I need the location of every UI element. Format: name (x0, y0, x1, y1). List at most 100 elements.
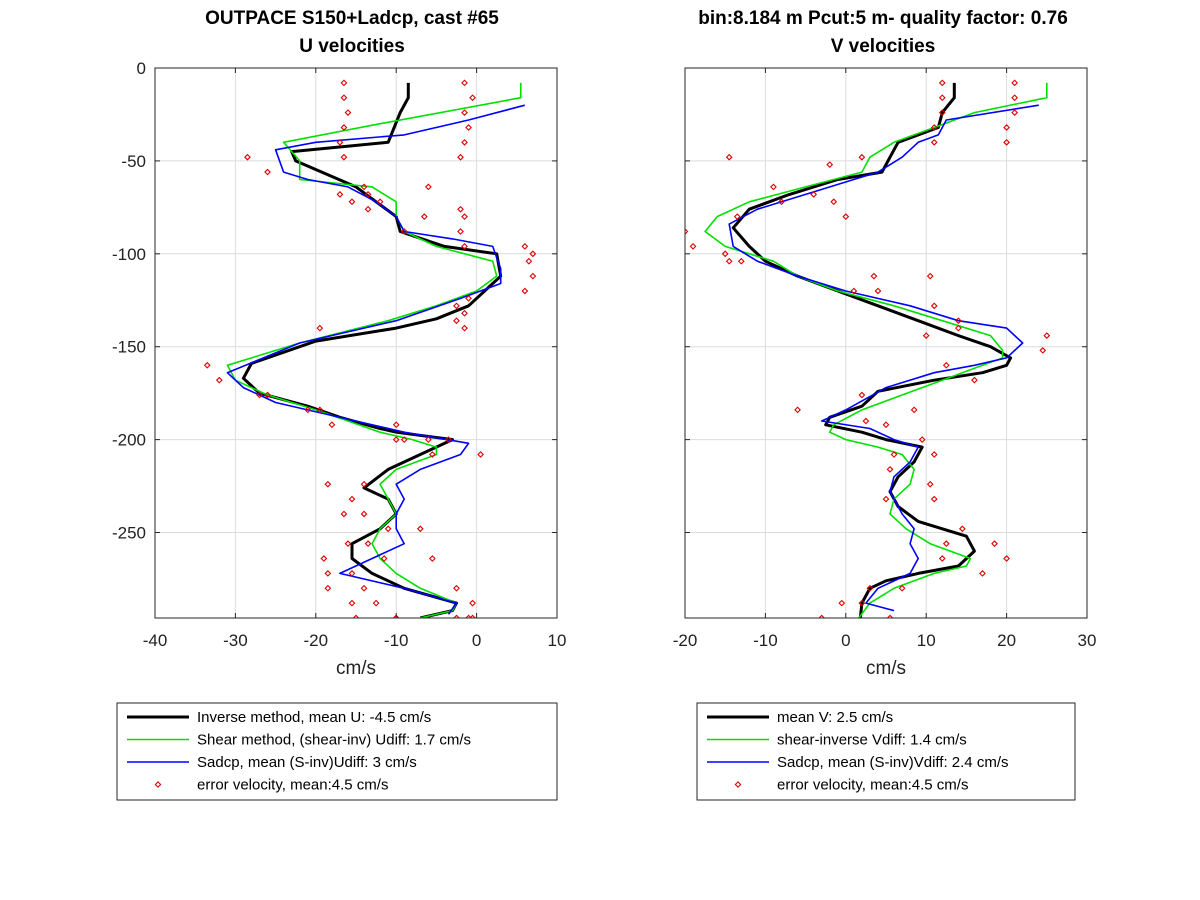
u-x-tick-label: 0 (472, 631, 481, 650)
v-error-marker (858, 391, 866, 399)
v-x-tick-label: -10 (753, 631, 778, 650)
u-error-marker (400, 228, 408, 235)
v-error-marker (874, 287, 882, 295)
v-series-sadcp (728, 104, 1039, 612)
u-error-marker (529, 250, 537, 258)
v-error-marker (926, 480, 934, 488)
u-error-marker (392, 421, 400, 429)
u-error-marker (521, 243, 529, 250)
u-series-inverse-method (241, 82, 503, 618)
right-title-line2: V velocities (831, 36, 936, 57)
u-error-marker (525, 257, 533, 265)
u-error-marker (457, 228, 464, 235)
v-error-marker (1003, 124, 1010, 131)
u-error-marker (340, 124, 348, 131)
u-error-marker (453, 302, 460, 310)
v-error-marker (922, 332, 930, 339)
u-error-marker (420, 213, 428, 221)
v-series-shear-inverse-vdiff (704, 82, 1048, 618)
v-error-marker (930, 124, 938, 131)
u-error-marker (344, 109, 352, 116)
u-error-marker (304, 406, 312, 414)
u-error-marker (360, 183, 368, 191)
u-error-marker (348, 495, 356, 503)
v-legend-entry: Sadcp, mean (S-inv)Vdiff: 2.4 cm/s (777, 754, 1008, 771)
u-error-marker (465, 614, 472, 618)
v-error-marker (882, 421, 890, 429)
u-legend-entry: Inverse method, mean U: -4.5 cm/s (197, 709, 431, 726)
u-error-marker (424, 436, 432, 443)
u-x-tick-label: -20 (304, 631, 329, 650)
v-series-mean-v (731, 82, 1013, 618)
v-error-marker (818, 614, 826, 618)
u-error-marker (465, 124, 472, 131)
v-axes-box (684, 67, 1088, 619)
u-error-marker (324, 570, 332, 577)
v-error-marker (838, 599, 846, 607)
u-error-marker (461, 243, 468, 250)
u-y-tick-label: -200 (112, 431, 146, 450)
u-series-shear-method (226, 82, 522, 618)
u-axes-box (154, 67, 558, 619)
v-error-marker (938, 94, 946, 102)
u-error-marker (529, 272, 537, 280)
u-error-marker (384, 525, 392, 533)
v-error-marker (830, 198, 838, 206)
v-legend-entry: error velocity, mean:4.5 cm/s (777, 777, 968, 794)
v-x-axis-label: cm/s (866, 658, 906, 679)
u-error-velocity-markers (203, 79, 537, 618)
v-error-marker (910, 406, 918, 414)
v-error-marker (898, 584, 906, 592)
v-error-marker (942, 540, 950, 548)
v-error-marker (926, 272, 934, 280)
v-error-marker (1011, 109, 1019, 116)
v-error-marker (1011, 94, 1019, 102)
v-error-marker (886, 614, 894, 618)
u-error-marker (392, 614, 400, 618)
right-title-line1: bin:8.184 m Pcut:5 m- quality factor: 0.… (698, 8, 1068, 29)
u-error-marker (364, 190, 372, 198)
u-x-axis-label: cm/s (336, 658, 376, 679)
v-error-marker (862, 417, 870, 425)
u-error-marker (400, 436, 408, 443)
u-error-marker (340, 94, 348, 102)
u-y-tick-label: -50 (121, 152, 146, 171)
v-error-marker (737, 257, 745, 265)
u-error-marker (244, 153, 251, 161)
v-error-marker (842, 213, 850, 221)
v-error-marker (942, 361, 950, 369)
u-error-marker (453, 317, 460, 325)
left-title-line1: OUTPACE S150+Ladcp, cast #65 (205, 8, 499, 29)
v-error-marker (1011, 79, 1019, 87)
u-x-tick-label: -30 (223, 631, 248, 650)
u-error-marker (453, 614, 460, 618)
u-error-marker (457, 153, 464, 161)
u-error-marker (360, 480, 368, 488)
v-error-marker (866, 584, 874, 592)
v-x-tick-label: 20 (997, 631, 1016, 650)
u-error-marker (340, 510, 348, 518)
v-x-tick-label: -20 (673, 631, 698, 650)
u-error-marker (380, 555, 388, 562)
u-error-marker (445, 436, 452, 443)
u-error-marker (324, 584, 332, 592)
v-legend-marker (734, 781, 742, 788)
u-error-marker (364, 540, 372, 548)
u-error-marker (372, 599, 380, 607)
v-error-marker (886, 465, 894, 473)
u-y-tick-label: -150 (112, 338, 146, 357)
u-error-marker (324, 480, 332, 488)
u-error-marker (360, 510, 368, 518)
u-error-marker (416, 525, 424, 533)
v-error-marker (858, 599, 866, 607)
u-error-marker (477, 451, 484, 458)
v-error-marker (954, 317, 962, 325)
u-error-marker (256, 391, 263, 399)
v-error-marker (826, 161, 834, 168)
u-error-marker (215, 376, 223, 384)
u-error-marker (348, 570, 356, 577)
u-error-marker (469, 94, 476, 102)
u-legend-box (116, 702, 558, 801)
v-error-marker (1039, 347, 1047, 354)
